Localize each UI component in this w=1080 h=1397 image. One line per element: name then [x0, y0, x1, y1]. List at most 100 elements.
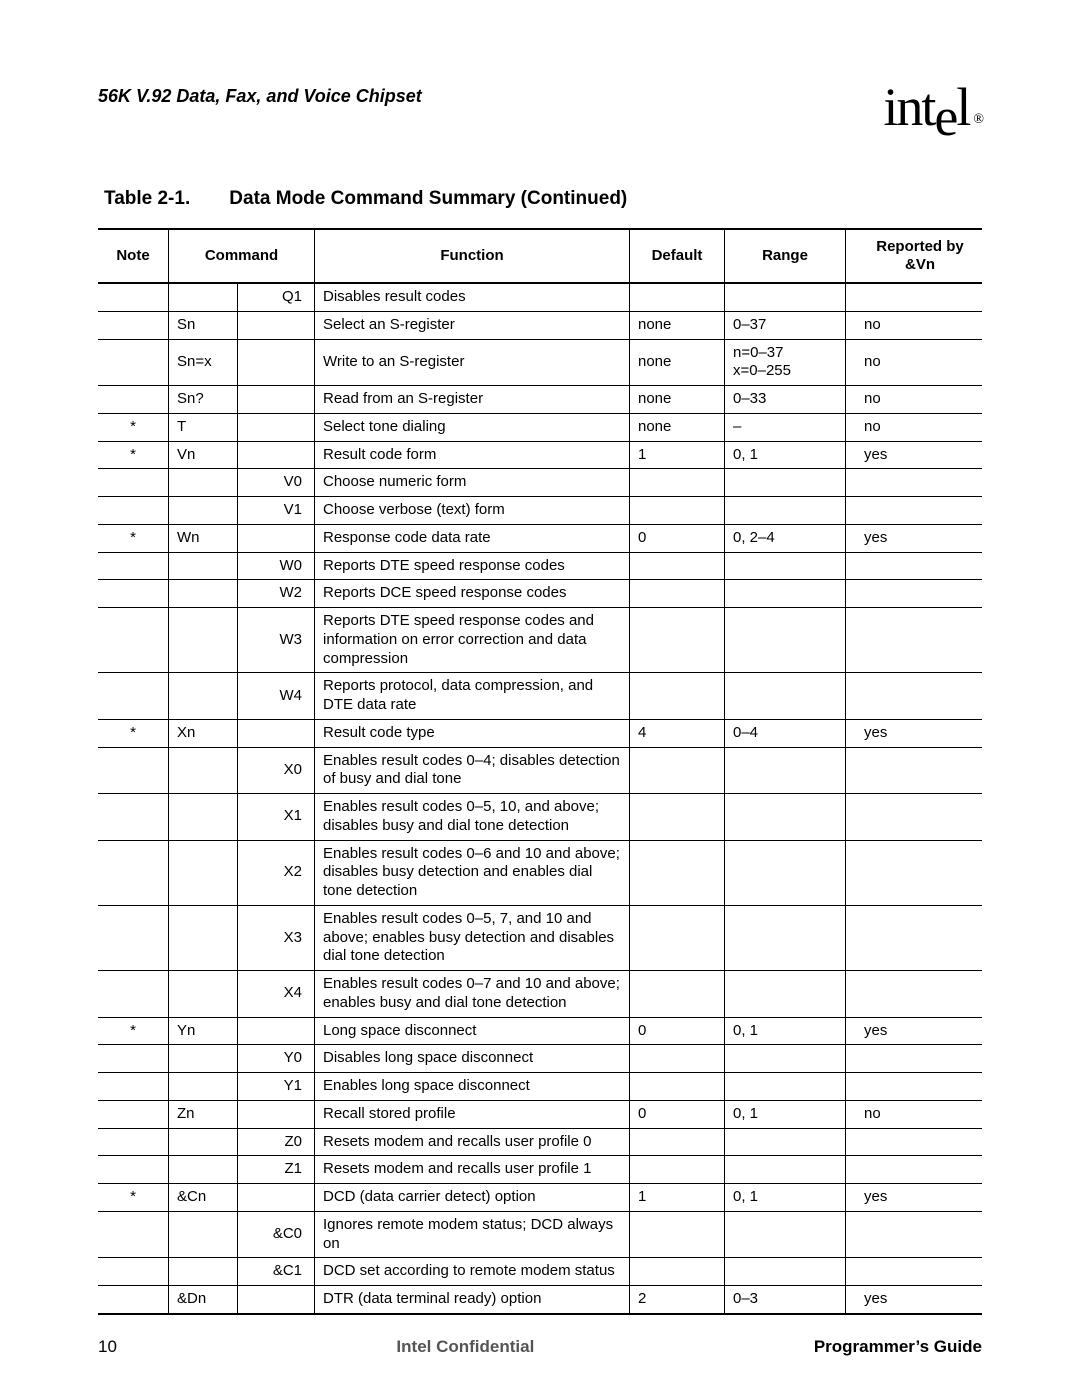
cell-function: Response code data rate	[315, 524, 630, 552]
cell-default: 0	[630, 524, 725, 552]
cell-range	[725, 1073, 846, 1101]
cell-range: 0–3	[725, 1286, 846, 1314]
cell-command-main: Sn?	[169, 386, 238, 414]
table-row: Sn?Read from an S-registernone0–33no	[98, 386, 982, 414]
table-row: Z1Resets modem and recalls user profile …	[98, 1156, 982, 1184]
cell-command-main	[169, 469, 238, 497]
table-row: X4Enables result codes 0–7 and 10 and ab…	[98, 971, 982, 1018]
cell-note	[98, 283, 169, 311]
table-row: V1Choose verbose (text) form	[98, 497, 982, 525]
cell-function: Enables result codes 0–5, 7, and 10 and …	[315, 905, 630, 970]
page: 56K V.92 Data, Fax, and Voice Chipset in…	[0, 0, 1080, 1397]
cell-default: 1	[630, 1184, 725, 1212]
table-row: W4Reports protocol, data compression, an…	[98, 673, 982, 720]
cell-command-sub: Y1	[238, 1073, 315, 1101]
cell-note	[98, 608, 169, 673]
cell-reported	[846, 469, 983, 497]
caption-title: Data Mode Command Summary (Continued)	[229, 188, 627, 209]
cell-note	[98, 1156, 169, 1184]
cell-default	[630, 1073, 725, 1101]
cell-command-main: Vn	[169, 441, 238, 469]
cell-reported	[846, 747, 983, 794]
cell-command-sub: W2	[238, 580, 315, 608]
cell-default	[630, 1128, 725, 1156]
cell-command-main	[169, 794, 238, 841]
cell-command-sub: X2	[238, 840, 315, 905]
cell-reported	[846, 971, 983, 1018]
cell-range	[725, 1128, 846, 1156]
cell-default: 0	[630, 1017, 725, 1045]
cell-note: *	[98, 524, 169, 552]
table-row: &C1DCD set according to remote modem sta…	[98, 1258, 982, 1286]
cell-command-sub: X3	[238, 905, 315, 970]
cell-reported	[846, 1156, 983, 1184]
cell-range	[725, 497, 846, 525]
table-row: *XnResult code type40–4yes	[98, 719, 982, 747]
cell-note	[98, 747, 169, 794]
cell-command-main	[169, 497, 238, 525]
cell-function: DTR (data terminal ready) option	[315, 1286, 630, 1314]
cell-function: Write to an S-register	[315, 339, 630, 386]
cell-range	[725, 1211, 846, 1258]
cell-function: Reports DTE speed response codes and inf…	[315, 608, 630, 673]
col-reported: Reported by &Vn	[846, 229, 983, 283]
cell-command-main: Sn=x	[169, 339, 238, 386]
cell-range	[725, 747, 846, 794]
cell-range	[725, 1156, 846, 1184]
cell-note	[98, 469, 169, 497]
cell-default	[630, 580, 725, 608]
cell-function: Reports DTE speed response codes	[315, 552, 630, 580]
cell-reported: yes	[846, 1184, 983, 1212]
cell-default: 1	[630, 441, 725, 469]
cell-command-sub: V0	[238, 469, 315, 497]
cell-default	[630, 905, 725, 970]
cell-reported: no	[846, 311, 983, 339]
cell-reported: no	[846, 413, 983, 441]
cell-function: Select an S-register	[315, 311, 630, 339]
cell-note: *	[98, 441, 169, 469]
table-row: ZnRecall stored profile00, 1no	[98, 1100, 982, 1128]
table-row: X1Enables result codes 0–5, 10, and abov…	[98, 794, 982, 841]
cell-command-main	[169, 1073, 238, 1101]
footer-right: Programmer’s Guide	[814, 1337, 982, 1357]
cell-range	[725, 971, 846, 1018]
cell-range	[725, 840, 846, 905]
cell-function: Enables long space disconnect	[315, 1073, 630, 1101]
cell-note	[98, 1286, 169, 1314]
cell-command-sub	[238, 441, 315, 469]
cell-reported	[846, 1128, 983, 1156]
cell-default	[630, 747, 725, 794]
cell-range: 0–37	[725, 311, 846, 339]
cell-reported: yes	[846, 1286, 983, 1314]
cell-command-main	[169, 1258, 238, 1286]
cell-note	[98, 794, 169, 841]
cell-reported	[846, 1211, 983, 1258]
cell-function: Long space disconnect	[315, 1017, 630, 1045]
cell-function: Choose numeric form	[315, 469, 630, 497]
cell-default: 2	[630, 1286, 725, 1314]
table-row: V0Choose numeric form	[98, 469, 982, 497]
table-header-row: Note Command Function Default Range Repo…	[98, 229, 982, 283]
table-row: &DnDTR (data terminal ready) option20–3y…	[98, 1286, 982, 1314]
table-row: Y1Enables long space disconnect	[98, 1073, 982, 1101]
cell-note	[98, 311, 169, 339]
cell-note: *	[98, 413, 169, 441]
cell-range: 0, 1	[725, 1184, 846, 1212]
cell-function: Ignores remote modem status; DCD always …	[315, 1211, 630, 1258]
cell-function: Result code form	[315, 441, 630, 469]
cell-command-main: Yn	[169, 1017, 238, 1045]
table-row: *YnLong space disconnect00, 1yes	[98, 1017, 982, 1045]
cell-command-main: Wn	[169, 524, 238, 552]
cell-reported	[846, 840, 983, 905]
table-row: &C0Ignores remote modem status; DCD alwa…	[98, 1211, 982, 1258]
cell-function: Disables long space disconnect	[315, 1045, 630, 1073]
table-row: Z0Resets modem and recalls user profile …	[98, 1128, 982, 1156]
cell-command-sub	[238, 719, 315, 747]
table-body: Q1Disables result codesSnSelect an S-reg…	[98, 283, 982, 1314]
cell-command-main: T	[169, 413, 238, 441]
intel-logo: intel®	[883, 80, 982, 134]
col-command: Command	[169, 229, 315, 283]
header: 56K V.92 Data, Fax, and Voice Chipset in…	[98, 80, 982, 134]
cell-command-main: &Cn	[169, 1184, 238, 1212]
table-row: Q1Disables result codes	[98, 283, 982, 311]
